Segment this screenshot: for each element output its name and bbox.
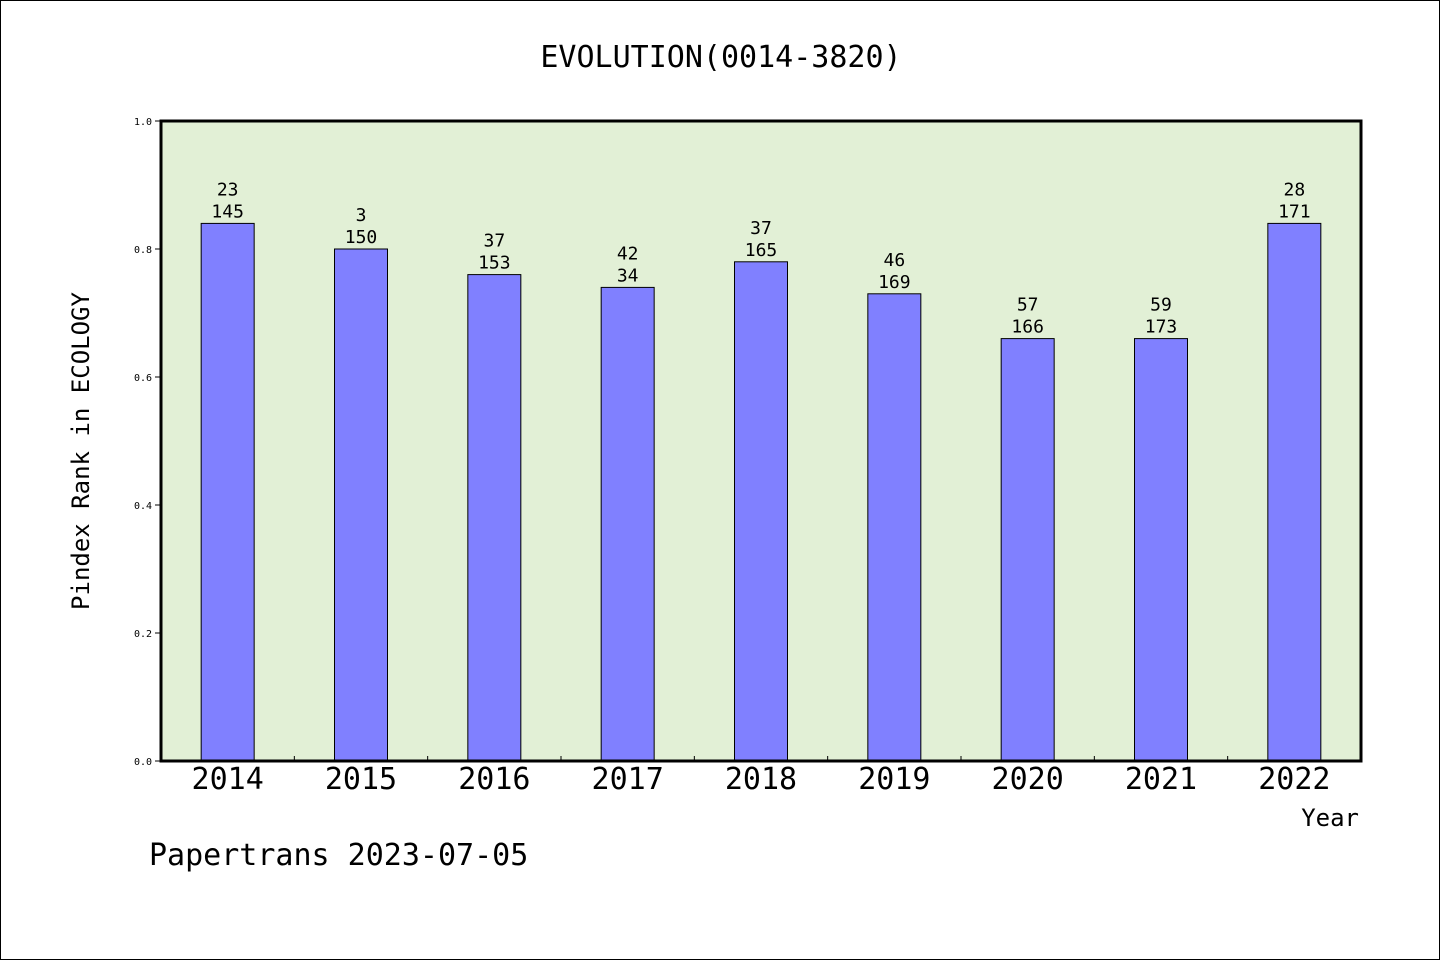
y-ticks-group: 0.0 0.2 0.4 0.6 0.8 1.0 — [134, 117, 161, 768]
x-tick-label-2018: 2018 — [725, 762, 797, 797]
y-tick-label: 0.4 — [134, 501, 152, 512]
x-ticks-group: 2014 2015 2016 2017 2018 2019 2020 2021 2022 — [192, 756, 1330, 797]
data-label-bottom-2015: 150 — [345, 227, 378, 248]
data-label-bottom-2021: 173 — [1145, 317, 1178, 338]
x-tick-label-2021: 2021 — [1125, 762, 1197, 797]
bar-2020 — [1000, 338, 1055, 762]
y-tick-label: 0.8 — [134, 245, 152, 256]
data-label-bottom-2014: 145 — [211, 201, 244, 222]
bar-2021 — [1134, 338, 1188, 762]
plot-frame — [159, 119, 1363, 763]
y-axis-label: Pindex Rank in ECOLOGY — [67, 292, 95, 610]
data-label-bottom-2019: 169 — [878, 272, 911, 293]
data-label-top-2018: 37 — [750, 218, 772, 239]
data-label-top-2017: 42 — [617, 243, 639, 264]
bar-2018 — [734, 261, 788, 762]
footer-credit: Papertrans 2023-07-05 — [149, 838, 528, 873]
x-tick-label-2022: 2022 — [1258, 762, 1330, 797]
y-tick-label: 0.0 — [134, 757, 152, 768]
data-label-bottom-2018: 165 — [745, 240, 778, 261]
data-label-top-2022: 28 — [1283, 179, 1305, 200]
bar-2014 — [200, 222, 255, 762]
data-label-top-2015: 3 — [356, 205, 367, 226]
data-label-top-2020: 57 — [1017, 295, 1039, 316]
x-tick-label-2019: 2019 — [858, 762, 930, 797]
x-tick-label-2014: 2014 — [192, 762, 264, 797]
bar-2022 — [1267, 222, 1322, 762]
bar-2017 — [600, 286, 655, 762]
data-label-top-2014: 23 — [217, 179, 239, 200]
chart-title: EVOLUTION(0014-3820) — [540, 40, 901, 75]
y-tick-label: 0.2 — [134, 629, 152, 640]
x-tick-label-2015: 2015 — [325, 762, 397, 797]
data-label-bottom-2022: 171 — [1278, 201, 1311, 222]
data-label-top-2016: 37 — [483, 231, 505, 252]
data-label-top-2021: 59 — [1150, 295, 1172, 316]
bars-group — [200, 222, 1322, 762]
bar-2016 — [467, 274, 522, 762]
y-tick-label: 1.0 — [134, 117, 152, 128]
x-tick-label-2016: 2016 — [458, 762, 530, 797]
data-label-bottom-2016: 153 — [478, 253, 511, 274]
data-label-bottom-2020: 166 — [1011, 317, 1044, 338]
x-axis-label: Year — [1301, 804, 1359, 832]
bar-2019 — [867, 293, 922, 762]
data-label-bottom-2017: 34 — [617, 265, 639, 286]
x-tick-label-2017: 2017 — [592, 762, 664, 797]
data-label-top-2019: 46 — [883, 250, 905, 271]
bar-2015 — [334, 248, 388, 762]
y-tick-label: 0.6 — [134, 373, 152, 384]
x-tick-label-2020: 2020 — [992, 762, 1064, 797]
